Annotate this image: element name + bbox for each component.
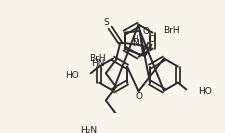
Text: O: O <box>142 27 149 36</box>
Text: O: O <box>135 92 142 101</box>
Text: BrH: BrH <box>163 26 179 35</box>
Text: HO: HO <box>65 71 79 80</box>
Text: HN: HN <box>91 59 104 68</box>
Text: H₂N: H₂N <box>80 126 97 133</box>
Text: S: S <box>104 18 110 27</box>
Text: HO: HO <box>198 88 212 96</box>
Text: O: O <box>148 35 155 44</box>
Text: H: H <box>133 35 138 44</box>
Text: N: N <box>132 39 139 48</box>
Text: BrH: BrH <box>89 54 106 63</box>
